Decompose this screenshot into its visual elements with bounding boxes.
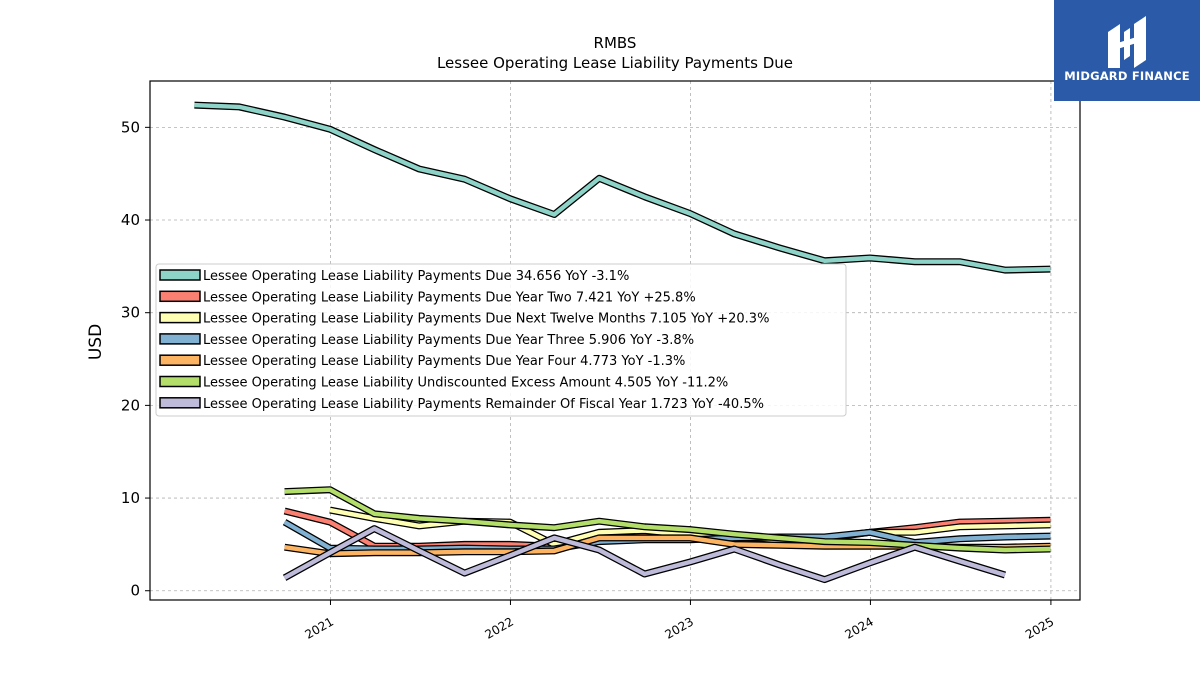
x-tick-label: 2023 bbox=[662, 614, 695, 641]
legend-label: Lessee Operating Lease Liability Undisco… bbox=[203, 376, 728, 391]
series-7-stroke bbox=[283, 526, 1006, 582]
series-lines bbox=[194, 101, 1051, 584]
y-tick-label: 0 bbox=[130, 582, 140, 600]
legend-swatch bbox=[159, 397, 201, 409]
legend-swatch bbox=[159, 354, 201, 366]
logo-mark-icon bbox=[1108, 16, 1146, 68]
legend-box bbox=[155, 263, 847, 417]
legend-label: Lessee Operating Lease Liability Payment… bbox=[203, 269, 629, 284]
y-tick-label: 10 bbox=[121, 489, 140, 507]
chart-subtitle: Lessee Operating Lease Liability Payment… bbox=[437, 54, 793, 72]
brand-logo: MIDGARD FINANCE bbox=[1054, 0, 1200, 101]
x-tick-label: 2024 bbox=[842, 614, 875, 641]
legend-label: Lessee Operating Lease Liability Payment… bbox=[203, 397, 764, 412]
series-6-stroke bbox=[284, 487, 1051, 553]
x-tick-label: 2025 bbox=[1023, 614, 1056, 641]
y-tick-label: 50 bbox=[121, 118, 140, 136]
y-tick-label: 40 bbox=[121, 211, 140, 229]
legend-swatch bbox=[159, 290, 201, 303]
brand-name: MIDGARD FINANCE bbox=[1064, 69, 1190, 83]
legend-label: Lessee Operating Lease Liability Payment… bbox=[203, 333, 694, 348]
legend-label: Lessee Operating Lease Liability Payment… bbox=[203, 312, 769, 327]
series-1-line bbox=[194, 101, 1051, 274]
x-tick-label: 2022 bbox=[483, 614, 516, 641]
legend-entry: Lessee Operating Lease Liability Payment… bbox=[159, 397, 764, 412]
legend-swatch bbox=[159, 375, 201, 388]
y-axis-label: USD bbox=[86, 324, 106, 360]
y-tick-label: 30 bbox=[121, 304, 140, 322]
legend-label: Lessee Operating Lease Liability Payment… bbox=[203, 290, 696, 305]
plot-frame bbox=[149, 80, 1081, 601]
legend: Lessee Operating Lease Liability Payment… bbox=[155, 263, 847, 417]
legend-swatch bbox=[159, 311, 201, 324]
legend-entry: Lessee Operating Lease Liability Payment… bbox=[159, 311, 769, 327]
legend-swatch bbox=[159, 333, 201, 345]
series-7-line bbox=[282, 525, 1007, 584]
legend-entry: Lessee Operating Lease Liability Payment… bbox=[159, 333, 694, 348]
series-1-stroke bbox=[194, 102, 1051, 273]
legend-entry: Lessee Operating Lease Liability Payment… bbox=[159, 269, 629, 284]
legend-entry: Lessee Operating Lease Liability Payment… bbox=[159, 290, 696, 305]
x-tick-label: 2021 bbox=[303, 614, 336, 641]
legend-entry: Lessee Operating Lease Liability Payment… bbox=[159, 354, 685, 369]
chart-title: RMBS bbox=[594, 34, 637, 52]
legend-label: Lessee Operating Lease Liability Payment… bbox=[203, 354, 685, 369]
series-6-line bbox=[284, 486, 1051, 554]
legend-entry: Lessee Operating Lease Liability Undisco… bbox=[159, 375, 728, 391]
y-tick-label: 20 bbox=[121, 396, 140, 414]
legend-swatch bbox=[159, 269, 201, 281]
